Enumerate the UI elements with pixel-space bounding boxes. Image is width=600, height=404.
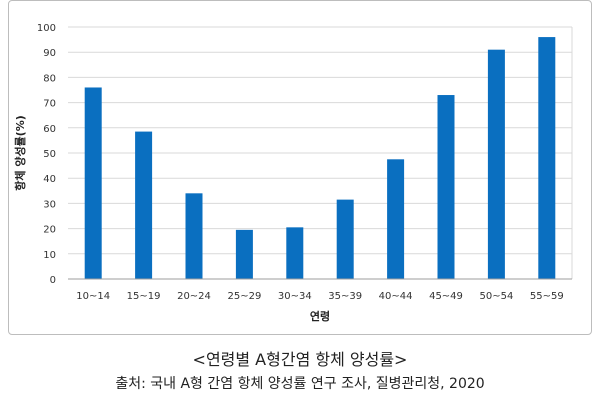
bars xyxy=(84,37,556,280)
bar-15~19 xyxy=(135,131,153,279)
x-tick-label: 35~39 xyxy=(328,291,362,302)
x-axis-ticks: 10~14 15~19 20~24 25~29 30~34 35~39 40~44 45~49… xyxy=(76,291,563,302)
y-tick-label: 80 xyxy=(43,73,56,84)
bar-35~39 xyxy=(336,199,354,279)
x-tick-label: 45~49 xyxy=(429,291,463,302)
bar-20~24 xyxy=(185,193,203,279)
bar-25~29 xyxy=(235,229,253,279)
bar-10~14 xyxy=(84,87,102,279)
x-tick-label: 20~24 xyxy=(177,291,211,302)
x-axis-title: 연령 xyxy=(310,309,330,323)
y-tick-label: 40 xyxy=(43,174,56,185)
bar-55~59 xyxy=(538,37,556,279)
y-tick-label: 50 xyxy=(43,149,56,160)
y-tick-label: 60 xyxy=(43,124,56,135)
y-tick-label: 20 xyxy=(43,225,56,236)
y-tick-label: 10 xyxy=(43,250,56,261)
bar-30~34 xyxy=(286,227,304,279)
bar-40~44 xyxy=(387,159,405,279)
x-tick-label: 30~34 xyxy=(278,291,312,302)
y-tick-label: 30 xyxy=(43,199,56,210)
y-tick-label: 100 xyxy=(37,23,56,34)
bar-chart: 0 10 20 30 40 50 60 70 80 90 100 10~14 15~19 20~24 25… xyxy=(13,23,573,323)
source-note: 출처: 국내 A형 간염 항체 양성률 연구 조사, 질병관리청, 2020 xyxy=(115,376,485,392)
y-axis-ticks: 0 10 20 30 40 50 60 70 80 90 100 xyxy=(37,23,56,286)
y-tick-label: 70 xyxy=(43,99,56,110)
x-tick-label: 40~44 xyxy=(379,291,413,302)
chart-caption: <연령별 A형간염 항체 양성률> xyxy=(192,350,408,369)
bar-45~49 xyxy=(437,95,455,279)
y-tick-label: 0 xyxy=(50,275,56,286)
x-tick-label: 25~29 xyxy=(227,291,261,302)
x-tick-label: 55~59 xyxy=(530,291,564,302)
y-axis-title: 항체 양성률(%) xyxy=(13,115,27,191)
bar-50~54 xyxy=(487,49,505,280)
x-tick-label: 50~54 xyxy=(479,291,513,302)
x-tick-label: 15~19 xyxy=(127,291,161,302)
x-tick-label: 10~14 xyxy=(76,291,110,302)
y-tick-label: 90 xyxy=(43,48,56,59)
